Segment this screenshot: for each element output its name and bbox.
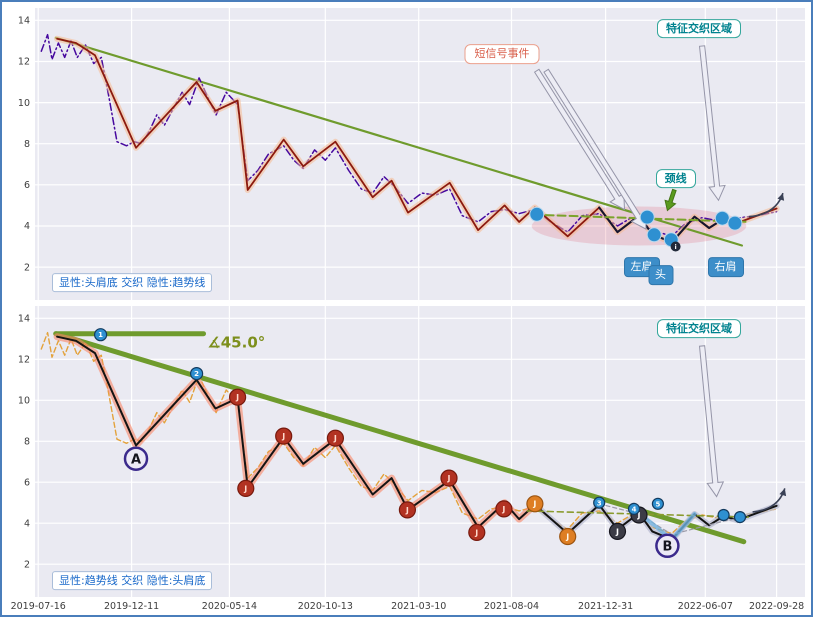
pattern-dot	[639, 209, 655, 225]
visibility-legend: 显性:趋势线 交织 隐性:头肩底	[52, 570, 213, 591]
y-tick-label: 14	[18, 16, 30, 27]
x-tick-label: 2021-03-10	[391, 601, 446, 612]
j-marker-red	[275, 427, 293, 445]
visibility-legend: 显性:头肩底 交织 隐性:趋势线	[52, 272, 213, 293]
angle-label: ∡45.0°	[207, 333, 266, 352]
x-tick-label: 2022-06-07	[678, 601, 733, 612]
j-marker-red-text: J	[333, 434, 337, 443]
pivot-marker-text: 1	[98, 331, 103, 339]
pivot-marker	[627, 502, 641, 515]
j-marker-red	[398, 501, 416, 519]
pivot-marker	[190, 367, 204, 381]
breakout-arrow-head	[779, 488, 787, 497]
j-marker-dark-text: J	[615, 527, 619, 536]
y-tick-label: 12	[18, 57, 30, 68]
sms-arrow-1	[533, 68, 626, 211]
j-marker-red	[326, 429, 344, 447]
y-tick-label: 8	[24, 436, 30, 447]
pattern-dot	[529, 206, 545, 222]
feature-zone-label: 特征交织区域	[657, 318, 741, 339]
y-tick-label: 2	[24, 559, 30, 570]
pivot-marker	[733, 510, 747, 524]
y-tick-label: 2	[24, 262, 30, 273]
j-marker-red	[237, 479, 255, 497]
breakout-arrow-head	[777, 193, 785, 201]
pivot-marker	[717, 508, 730, 522]
x-tick-label: 2020-05-14	[202, 601, 257, 612]
j-marker-dark	[608, 522, 627, 541]
point-B-marker	[655, 533, 680, 559]
neckline-label: 颈线	[655, 168, 696, 189]
j-marker-dark-text: J	[637, 511, 641, 520]
point-B-marker-text: B	[662, 539, 672, 554]
pattern-dot	[714, 210, 730, 226]
info-dot	[670, 241, 681, 252]
pivot-marker	[651, 497, 665, 510]
x-tick-label: 2022-09-28	[749, 601, 804, 612]
zone-arrow	[698, 45, 726, 202]
j-marker-red-text: J	[243, 484, 247, 493]
pivot-marker-text: 2	[194, 370, 199, 378]
feature-zone-label: 特征交织区域	[657, 18, 741, 39]
pattern-dot	[727, 215, 743, 231]
j-marker-red-text: J	[447, 474, 451, 483]
j-marker-red-text: J	[405, 506, 409, 515]
pivot-marker-text: 4	[632, 505, 637, 513]
sms-event-label: 短信号事件	[464, 44, 540, 65]
y-tick-label: 6	[24, 477, 30, 488]
y-tick-label: 10	[18, 98, 30, 109]
zone-arrow	[698, 345, 725, 498]
pivot-marker	[93, 328, 108, 342]
j-marker-red	[495, 500, 513, 518]
y-tick-label: 8	[24, 139, 30, 150]
x-tick-label: 2021-12-31	[578, 601, 633, 612]
neckline-arrow	[664, 188, 677, 212]
pivot-marker	[593, 496, 606, 509]
y-tick-label: 12	[18, 354, 30, 365]
pattern-dot	[646, 227, 662, 243]
y-tick-label: 10	[18, 395, 30, 406]
y-tick-label: 14	[18, 313, 30, 324]
j-marker-red	[468, 523, 486, 542]
y-tick-label: 4	[24, 518, 30, 529]
j-marker-red-text: J	[501, 505, 505, 514]
j-marker-red-text: J	[281, 432, 285, 441]
pivot-marker-text: 5	[655, 500, 660, 508]
j-marker-red	[229, 388, 247, 406]
info-dot-text: i	[674, 243, 676, 251]
trend-line	[54, 36, 744, 247]
right-shoulder-label: 右肩	[707, 257, 744, 277]
j-marker-red-text: J	[235, 393, 239, 402]
j-marker-orange	[559, 527, 577, 546]
x-tick-label: 2019-12-11	[104, 601, 159, 612]
j-marker-red-text: J	[474, 528, 478, 537]
point-A-marker-text: A	[131, 452, 141, 467]
j-marker-orange	[526, 495, 544, 513]
y-tick-label: 4	[24, 221, 30, 232]
x-tick-label: 2021-08-04	[484, 601, 539, 612]
head-label: 头	[648, 265, 673, 286]
j-marker-red	[440, 469, 458, 487]
x-tick-label: 2020-10-13	[298, 601, 353, 612]
plot-area-bottom	[35, 306, 805, 597]
j-marker-orange-text: J	[565, 532, 569, 541]
x-tick-label: 2019-07-16	[11, 601, 66, 612]
plot-area-top	[35, 8, 805, 300]
y-tick-label: 6	[24, 180, 30, 191]
panel-top: 2 4 6 8 10 12 14 i	[18, 8, 805, 300]
pivot-marker-text: 3	[597, 499, 602, 507]
point-A-marker	[123, 446, 149, 471]
j-marker-orange-text: J	[532, 500, 536, 509]
